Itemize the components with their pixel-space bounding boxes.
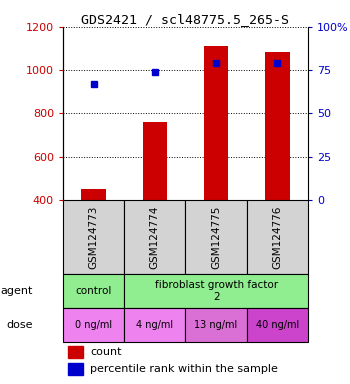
Bar [265, 52, 289, 200]
Bar [247, 200, 308, 274]
Text: fibroblast growth factor
2: fibroblast growth factor 2 [155, 280, 278, 302]
Text: GSM124773: GSM124773 [89, 205, 99, 269]
Bar [63, 308, 124, 342]
Bar [204, 46, 228, 200]
Bar [63, 200, 124, 274]
Text: GSM124776: GSM124776 [272, 205, 282, 269]
Bar [68, 363, 83, 375]
Bar [247, 308, 308, 342]
Bar [63, 274, 124, 308]
Text: dose: dose [6, 320, 33, 330]
Text: GSM124775: GSM124775 [211, 205, 221, 269]
Bar [143, 122, 167, 200]
Text: 40 ng/ml: 40 ng/ml [256, 320, 299, 330]
Text: control: control [76, 286, 112, 296]
Bar [68, 346, 83, 358]
Text: 0 ng/ml: 0 ng/ml [75, 320, 112, 330]
Bar [124, 308, 186, 342]
Text: 13 ng/ml: 13 ng/ml [195, 320, 238, 330]
Bar [186, 308, 247, 342]
Title: GDS2421 / scl48775.5_265-S: GDS2421 / scl48775.5_265-S [82, 13, 289, 26]
Text: GSM124774: GSM124774 [150, 205, 160, 269]
Bar [124, 274, 308, 308]
Text: percentile rank within the sample: percentile rank within the sample [90, 364, 278, 374]
Text: agent: agent [0, 286, 33, 296]
Bar [186, 200, 247, 274]
Bar [81, 189, 106, 200]
Bar [124, 200, 186, 274]
Text: count: count [90, 347, 121, 357]
Text: 4 ng/ml: 4 ng/ml [136, 320, 174, 330]
